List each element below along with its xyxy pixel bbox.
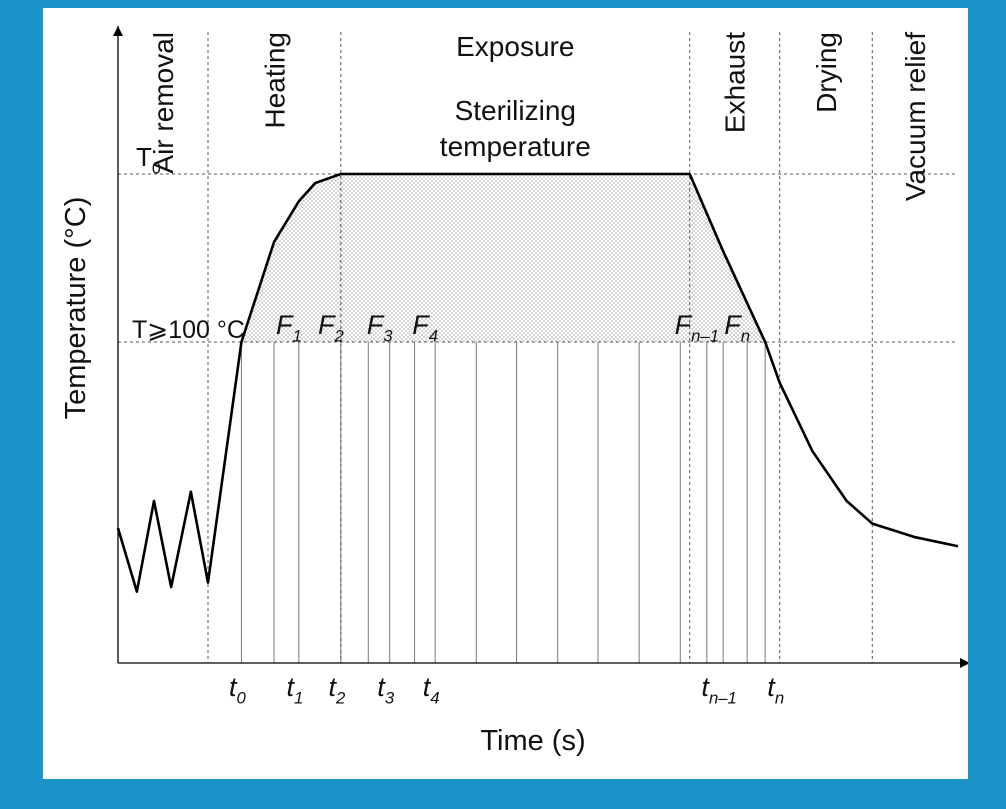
time-tick-label-1: t1 [286,672,303,708]
time-tick-label-0: t0 [229,672,247,708]
phase-label-5: Vacuum relief [900,32,931,201]
plateau-label-line2: temperature [440,131,591,162]
sterilization-area [241,174,766,342]
time-tick-label-5: tn–1 [701,672,736,708]
phase-label-4: Drying [811,32,842,113]
time-tick-label-4: t4 [423,672,440,708]
phase-label-exposure: Exposure [456,31,574,62]
phase-label-1: Heating [259,32,290,129]
f-label-1: F2 [318,310,345,346]
y-axis-title: Temperature (°C) [60,197,92,420]
f-label-3: F4 [412,310,438,346]
level-label-t0: T0 [136,142,161,177]
f-label-5: Fn [724,310,750,346]
level-label-100c: T⩾100 °C [132,316,245,344]
time-tick-label-3: t3 [377,672,395,708]
time-tick-label-2: t2 [328,672,346,708]
phase-label-0: Air removal [148,32,179,174]
y-axis-arrow [113,26,123,36]
temperature-curve [116,172,959,593]
plateau-label-line1: Sterilizing [455,95,576,126]
chart-panel: Time (s) Temperature (°C) Air removal Heati… [43,8,968,779]
chart-svg: Time (s) Temperature (°C) Air removal Heati… [60,26,968,757]
phase-label-3: Exhaust [720,32,751,133]
x-axis-arrow [960,658,968,668]
f-label-2: F3 [367,310,394,346]
f-label-0: F1 [276,310,302,346]
x-axis-title: Time (s) [480,725,585,757]
time-tick-label-6: tn [767,672,784,708]
f-label-4: Fn–1 [675,310,719,346]
